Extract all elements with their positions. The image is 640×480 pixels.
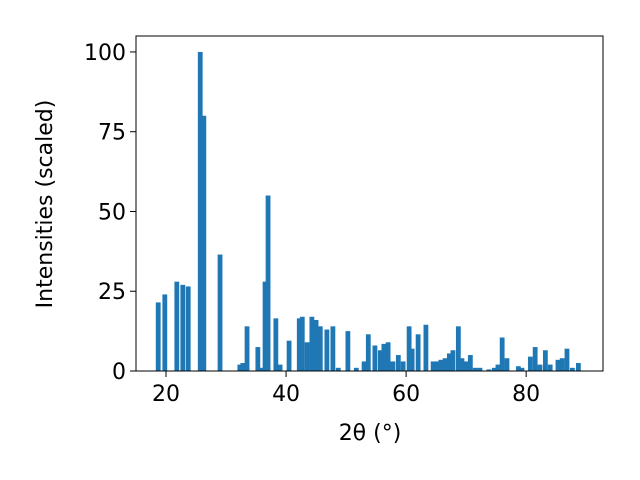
bar <box>304 342 310 371</box>
bar <box>434 361 440 371</box>
bar <box>395 355 401 371</box>
bar <box>381 343 387 371</box>
bar <box>174 281 180 371</box>
bar <box>317 326 323 371</box>
bar <box>377 350 383 371</box>
plot-frame <box>135 35 604 372</box>
bar <box>537 364 543 371</box>
bar <box>438 359 444 371</box>
bar <box>499 337 505 371</box>
bar <box>390 361 396 371</box>
bar <box>467 355 473 371</box>
bar <box>446 353 452 371</box>
bar <box>504 358 510 371</box>
bar <box>472 367 478 371</box>
bar <box>532 347 538 371</box>
y-tick-label: 50 <box>98 200 126 225</box>
x-tick-label: 80 <box>512 382 540 407</box>
bar <box>372 345 378 371</box>
bar <box>244 326 250 371</box>
y-tick-label: 75 <box>98 121 126 146</box>
bar <box>255 347 261 371</box>
bar <box>162 294 168 371</box>
bar <box>299 316 305 371</box>
x-tick-label: 20 <box>152 382 180 407</box>
bar <box>197 51 203 371</box>
bar <box>542 350 548 371</box>
bar <box>309 316 315 371</box>
bar <box>527 356 533 371</box>
bar <box>569 367 575 371</box>
bar <box>409 348 415 371</box>
y-tick-label: 25 <box>98 280 126 305</box>
bar <box>515 366 521 371</box>
bar <box>313 319 319 371</box>
bar <box>495 364 501 371</box>
x-tick-label: 60 <box>392 382 420 407</box>
bar <box>555 359 561 371</box>
bar <box>262 281 268 371</box>
bar <box>277 364 283 371</box>
bar <box>259 367 265 371</box>
y-axis-label: Intensities (scaled) <box>33 100 58 309</box>
x-axis-label: 2θ (°) <box>339 421 402 446</box>
bar <box>459 358 465 371</box>
bar <box>423 324 429 371</box>
bar <box>491 367 497 371</box>
bar <box>335 367 341 371</box>
bar <box>240 363 246 371</box>
bar <box>442 358 448 371</box>
bar <box>486 369 492 371</box>
bar <box>180 284 186 371</box>
y-tick-label: 0 <box>112 360 126 385</box>
bar <box>324 329 330 371</box>
bar <box>286 340 292 371</box>
bar <box>385 342 391 371</box>
bar <box>450 350 456 371</box>
bar <box>185 286 191 371</box>
bar <box>345 331 351 371</box>
bar <box>547 364 553 371</box>
bar <box>353 367 359 371</box>
bar <box>477 367 483 371</box>
bar <box>400 361 406 371</box>
bar <box>273 318 279 371</box>
bar <box>559 358 565 371</box>
bar <box>237 364 243 371</box>
bar <box>463 361 469 371</box>
bar <box>296 318 302 371</box>
y-tick-label: 100 <box>84 41 126 66</box>
bar <box>406 326 412 371</box>
bar <box>217 254 223 371</box>
bar <box>430 361 436 371</box>
bar <box>201 115 207 371</box>
bar <box>365 334 371 371</box>
bar <box>361 361 367 371</box>
bar <box>575 363 581 371</box>
bar <box>455 326 461 371</box>
bar <box>415 334 421 371</box>
bar <box>330 326 336 371</box>
bar <box>265 195 271 371</box>
bar <box>155 302 161 371</box>
bar <box>519 367 525 371</box>
bar <box>564 348 570 371</box>
x-tick-label: 40 <box>272 382 300 407</box>
